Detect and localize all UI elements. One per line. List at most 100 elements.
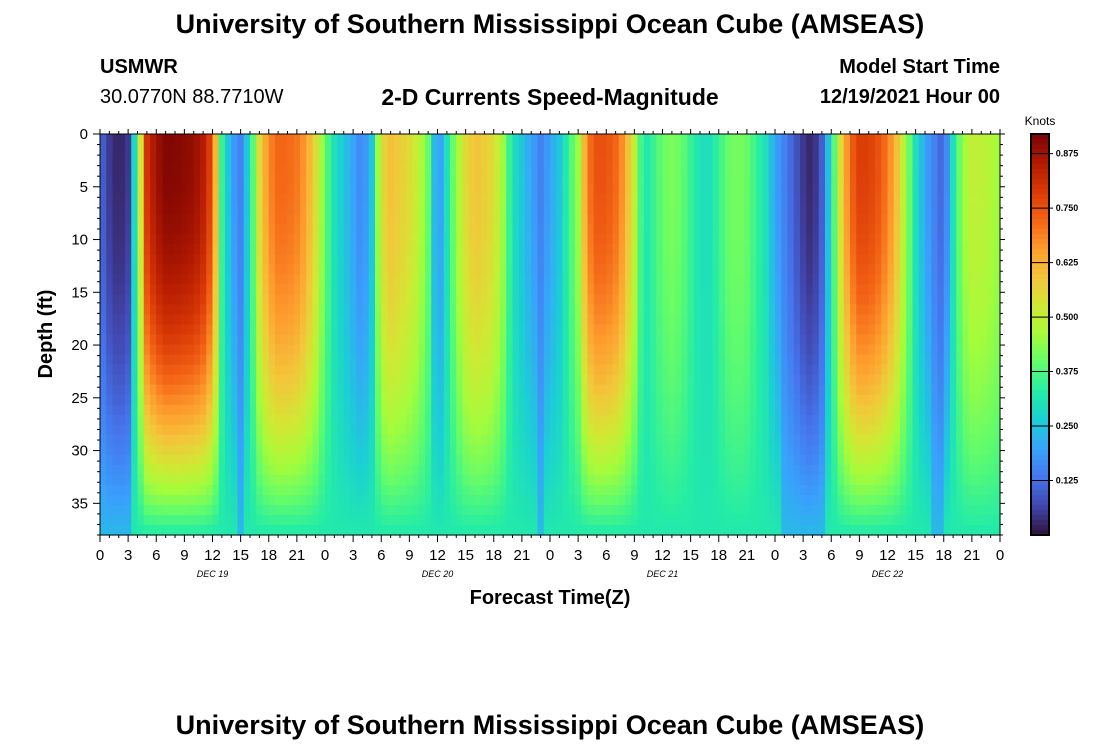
heatmap-cell [743, 314, 751, 326]
heatmap-cell [175, 364, 182, 376]
heatmap-cell [506, 174, 514, 185]
heatmap-cell [862, 374, 870, 386]
heatmap-cell [112, 254, 120, 265]
heatmap-cell [437, 174, 445, 185]
heatmap-cell [168, 494, 176, 506]
heatmap-cell [412, 174, 420, 185]
heatmap-cell [231, 254, 239, 265]
heatmap-cell [300, 294, 307, 306]
heatmap-cell [437, 394, 445, 406]
heatmap-cell [400, 374, 407, 386]
heatmap-cell [443, 374, 451, 386]
heatmap-cell [706, 424, 714, 436]
heatmap-cell [368, 144, 376, 155]
heatmap-cell [187, 164, 195, 175]
heatmap-cell [306, 134, 314, 145]
heatmap-cell [556, 454, 564, 466]
heatmap-cell [300, 284, 307, 296]
heatmap-cell [268, 284, 276, 296]
heatmap-cell [600, 304, 607, 316]
heatmap-cell [693, 464, 701, 476]
heatmap-cell [243, 334, 251, 346]
heatmap-cell [275, 204, 282, 215]
heatmap-cell [362, 494, 370, 506]
heatmap-cell [356, 514, 364, 526]
heatmap-cell [375, 504, 382, 516]
heatmap-cell [306, 244, 314, 255]
heatmap-cell [275, 154, 282, 165]
heatmap-cell [337, 194, 345, 205]
heatmap-cell [781, 294, 789, 306]
heatmap-cell [587, 134, 595, 145]
heatmap-cell [243, 174, 251, 185]
heatmap-cell [581, 504, 589, 516]
heatmap-cell [675, 414, 682, 426]
heatmap-cell [531, 144, 539, 155]
heatmap-cell [600, 174, 607, 185]
heatmap-cell [462, 224, 470, 235]
heatmap-cell [425, 254, 432, 265]
heatmap-cell [693, 294, 701, 306]
heatmap-cell [725, 154, 732, 165]
heatmap-cell [631, 444, 639, 456]
heatmap-cell [150, 284, 157, 296]
heatmap-cell [225, 204, 232, 215]
heatmap-cell [393, 244, 401, 255]
heatmap-cell [200, 314, 207, 326]
heatmap-cell [368, 234, 376, 245]
heatmap-cell [387, 364, 395, 376]
heatmap-cell [562, 404, 570, 416]
heatmap-cell [800, 474, 807, 486]
heatmap-cell [450, 284, 457, 296]
heatmap-cell [193, 484, 201, 496]
heatmap-cell [693, 184, 701, 195]
heatmap-cell [818, 344, 826, 356]
heatmap-cell [162, 284, 170, 296]
heatmap-cell [850, 204, 857, 215]
heatmap-cell [218, 404, 226, 416]
heatmap-cell [750, 364, 757, 376]
heatmap-cell [431, 374, 439, 386]
heatmap-cell [843, 184, 851, 195]
heatmap-cell [287, 424, 295, 436]
heatmap-cell [643, 284, 651, 296]
heatmap-cell [731, 284, 739, 296]
heatmap-cell [131, 384, 139, 396]
heatmap-cell [225, 364, 232, 376]
heatmap-cell [562, 294, 570, 306]
heatmap-cell [312, 264, 320, 275]
heatmap-cell [450, 274, 457, 285]
heatmap-cell [843, 234, 851, 245]
heatmap-cell [181, 304, 189, 316]
heatmap-cell [875, 224, 882, 235]
heatmap-cell [218, 324, 226, 336]
heatmap-cell [400, 414, 407, 426]
heatmap-cell [575, 224, 582, 235]
heatmap-cell [131, 264, 139, 275]
heatmap-cell [750, 304, 757, 316]
heatmap-cell [262, 194, 270, 205]
heatmap-cell [475, 434, 482, 446]
heatmap-cell [687, 374, 695, 386]
heatmap-cell [675, 274, 682, 285]
heatmap-cell [381, 274, 389, 285]
heatmap-cell [493, 154, 501, 165]
heatmap-cell [693, 244, 701, 255]
heatmap-cell [318, 294, 326, 306]
heatmap-cell [868, 264, 876, 275]
heatmap-cell [325, 384, 332, 396]
heatmap-cell [825, 204, 832, 215]
heatmap-cell [631, 524, 639, 536]
heatmap-cell [156, 444, 164, 456]
heatmap-cell [843, 474, 851, 486]
heatmap-cell [312, 224, 320, 235]
heatmap-cell [243, 134, 251, 145]
heatmap-cell [587, 284, 595, 296]
heatmap-cell [712, 194, 720, 205]
heatmap-cell [806, 454, 814, 466]
heatmap-cell [168, 474, 176, 486]
heatmap-cell [600, 194, 607, 205]
heatmap-cell [462, 524, 470, 536]
heatmap-cell [856, 364, 864, 376]
heatmap-cell [693, 434, 701, 446]
